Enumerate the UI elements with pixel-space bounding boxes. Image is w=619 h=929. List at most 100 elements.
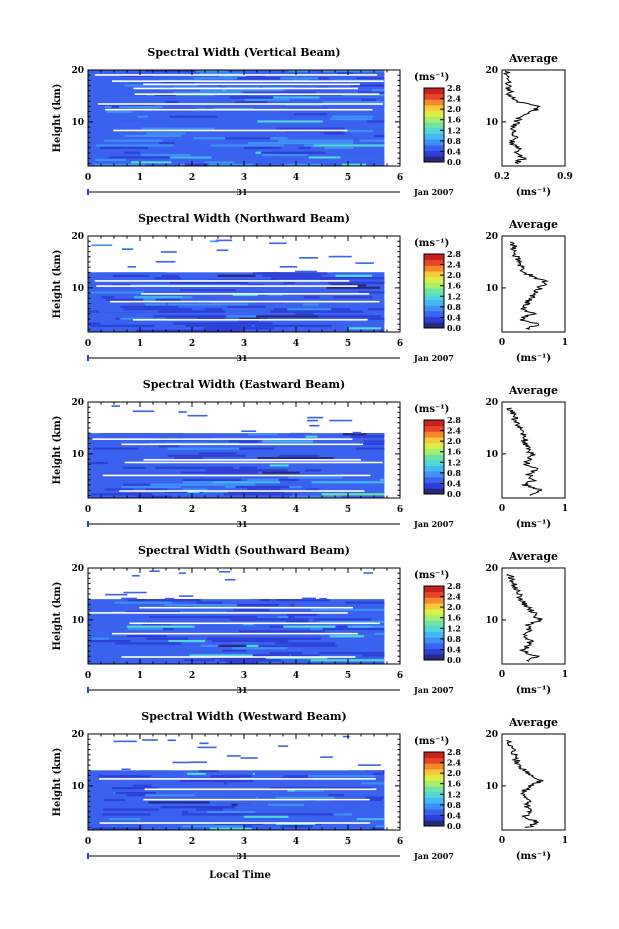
date-label: Jan 2007 [413,851,454,861]
colorbar-segment [424,259,444,266]
heatmap-cell [236,452,270,455]
heatmap-cell [179,620,257,623]
colorbar-segment [424,608,444,615]
heatmap-cell [320,89,373,92]
heatmap-cell [210,656,266,659]
heatmap-cell [260,599,330,602]
heatmap-cell [223,493,292,496]
colorbar-tick-label: 1.2 [447,291,461,301]
heatmap-cell [243,91,316,94]
heatmap-cell [97,118,175,121]
heatmap-cell [312,449,377,453]
colorbar-unit: (ms⁻¹) [414,72,449,83]
heatmap-cell [224,305,266,308]
data-gap [133,87,358,90]
heatmap-cell [275,822,316,826]
heatmap-cell [146,132,181,135]
avg-x-label: (ms⁻¹) [516,519,551,530]
avg-y-tick-label: 20 [485,564,498,574]
colorbar-tick-label: 2.0 [447,436,461,446]
colorbar-frame [423,87,445,163]
heatmap-cell [349,149,372,152]
heatmap-cell [170,281,248,285]
heatmap-cell [204,308,223,311]
heatmap-cell [268,293,284,297]
heatmap-cell [222,447,274,450]
heatmap-cell [178,293,243,297]
x-tick-label: 0 [85,505,91,515]
heatmap-cell [264,132,304,135]
heatmap-cell [247,142,326,145]
heatmap-cell [208,782,224,785]
heatmap-cell [365,796,384,799]
sparse-echo [113,740,137,743]
heatmap-cell [374,632,385,635]
colorbar-segment [424,763,444,770]
heatmap-cell [263,623,286,626]
heatmap-cell [217,274,256,277]
heatmap-cell [163,435,222,438]
heatmap-cell [348,770,384,773]
y-tick-label: 10 [71,782,84,792]
colorbar-segment [424,110,444,117]
data-gap [89,612,348,614]
heatmap-cell [360,72,385,75]
sparse-echo [149,570,160,573]
colorbar-segment [424,288,444,295]
heatmap-cell [198,481,214,484]
x-tick-label: 4 [293,505,299,515]
heatmap-cell [165,101,179,104]
date-label: Jan 2007 [413,353,454,363]
heatmap-cell [270,639,286,643]
heatmap-cell [88,461,108,465]
colorbar-segment [424,791,444,798]
heatmap-cell [273,96,347,99]
data-gap [141,293,370,295]
heatmap-cell [339,630,385,633]
colorbar-frame [423,253,445,329]
heatmap-cell [204,161,235,164]
colorbar-unit: (ms⁻¹) [414,404,449,415]
heatmap-cell [214,822,263,826]
heatmap-cell [383,798,385,802]
heatmap-cell [95,158,127,161]
heatmap-cell [115,459,132,462]
colorbar-segment [424,774,444,781]
heatmap-cell [230,312,282,316]
colorbar-segment [424,144,444,152]
heatmap-cell [142,649,223,652]
heatmap-cell [202,803,232,806]
sparse-echo [167,739,176,742]
heatmap-cell [91,827,143,830]
heatmap-cell [278,603,291,607]
heatmap-cell [379,478,385,481]
heatmap-cell [197,820,261,823]
heatmap-cell [144,303,166,306]
sparse-echo [209,240,219,243]
heatmap-cell [376,303,385,306]
heatmap-cell [110,151,141,154]
sparse-echo [172,433,183,435]
colorbar-segment [424,88,444,95]
heatmap-cell [180,779,254,783]
heatmap-cell [280,488,306,491]
sparse-echo [132,410,155,413]
heatmap-cell [350,806,385,809]
heatmap-cell [256,796,335,799]
heatmap-cell [122,490,165,493]
heatmap-cell [370,827,385,830]
avg-x-label: (ms⁻¹) [516,353,551,364]
heatmap-cell [154,324,177,328]
heatmap-cell [110,324,165,328]
average-title: Average [508,550,558,563]
sparse-echo [299,257,319,259]
heatmap-cell [152,144,207,147]
sparse-echo [179,595,194,597]
colorbar-tick-label: 2.0 [447,768,461,778]
heatmap-cell [93,447,139,450]
heatmap-cell [368,308,385,311]
heatmap-cell [366,120,385,123]
heatmap-cell [345,801,385,804]
x-tick-label: 2 [189,173,195,183]
average-frame [501,235,566,333]
